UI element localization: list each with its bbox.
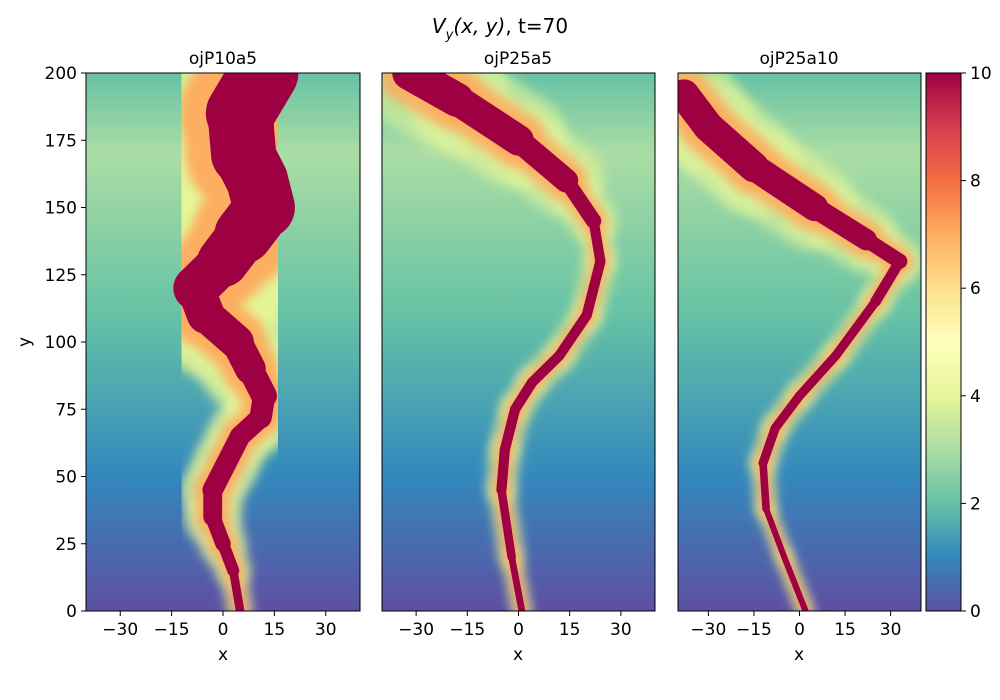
y-tick-label: 125: [45, 266, 77, 286]
title-time: , t=70: [505, 14, 568, 38]
jet-core-segment: [228, 566, 245, 611]
y-tick-label: 75: [55, 400, 77, 420]
jet-core-segment: [781, 554, 809, 611]
panel-title-2: ojP25a5: [484, 49, 552, 69]
jet-core-segment: [870, 255, 906, 307]
x-tick-label: 0: [218, 620, 229, 640]
panel-title-3: ojP25a10: [759, 49, 838, 69]
jet-core-segment: [831, 297, 880, 361]
jet-core-segment: [499, 404, 521, 455]
y-tick-label: 25: [55, 535, 77, 555]
jet-core-segment: [758, 423, 780, 468]
colorbar: 0 2 4 6 8 10: [925, 64, 992, 622]
jet-core-segment: [554, 310, 592, 361]
title-symbol: V: [432, 14, 447, 38]
x-tick-label: −30: [398, 620, 434, 640]
panel-ojP10a5: −30 −15 0 15 30 0 25 50 75 100 125 150 175 200: [45, 64, 361, 640]
colorbar-tick-label: 4: [970, 387, 981, 407]
jet-core-segment: [770, 391, 805, 433]
colorbar-gradient: [925, 72, 962, 612]
title-args: (x, y): [453, 14, 505, 38]
heatmap-field: [382, 73, 655, 611]
y-tick-label: 50: [55, 468, 77, 488]
jet-core-segment: [508, 553, 526, 611]
y-tick-label: 100: [45, 333, 77, 353]
x-tick-label: 0: [513, 620, 524, 640]
jet-core-segment: [581, 256, 606, 321]
jet-core-segment: [205, 73, 299, 148]
x-axis-label-3: x: [794, 645, 804, 665]
panel-ojP25a10: −30 −15 0 15 30: [677, 72, 922, 640]
jet-core-segment: [497, 485, 516, 562]
y-tick-label: 175: [45, 131, 77, 151]
y-axis-label: y: [15, 337, 35, 347]
colorbar-tick-label: 8: [970, 172, 981, 192]
x-tick-label: 30: [610, 620, 632, 640]
x-tick-label: 30: [315, 620, 337, 640]
jet-core: [173, 73, 299, 611]
x-tick-label: 15: [264, 620, 286, 640]
heatmap-field: [86, 73, 360, 611]
x-axis-label-1: x: [218, 645, 228, 665]
x-tick-label: −15: [154, 620, 190, 640]
jet-core-segment: [763, 505, 788, 561]
jet-core: [678, 79, 908, 611]
y-tick-label: 200: [45, 64, 77, 84]
x-tick-label: 15: [834, 620, 856, 640]
jet-core-segment: [678, 79, 724, 143]
jet-core-segment: [759, 459, 770, 513]
title-subscript: y: [445, 28, 454, 43]
x-axis-label-2: x: [513, 645, 523, 665]
figure-title: Vy(x, y), t=70: [432, 14, 568, 43]
jet-core-segment: [509, 377, 538, 415]
panel-title-1: ojP10a5: [189, 49, 257, 69]
jet-core-segment: [496, 444, 510, 496]
jet-core-segment: [392, 73, 475, 117]
colorbar-tick-label: 0: [970, 602, 981, 622]
heatmap-field: [678, 73, 921, 611]
jet-core: [392, 73, 606, 611]
x-tick-label: 30: [880, 620, 902, 640]
colorbar-tick-label: 10: [970, 64, 992, 84]
x-tick-label: −30: [102, 620, 138, 640]
colorbar-tick-label: 2: [970, 494, 981, 514]
x-tick-label: −30: [690, 620, 726, 640]
panel-ojP25a5: −30 −15 0 15 30: [381, 72, 656, 640]
jet-core-segment: [794, 350, 841, 401]
y-tick-label: 150: [45, 199, 77, 219]
jet-core-segment: [527, 350, 565, 388]
y-tick-label: 0: [66, 602, 77, 622]
x-tick-label: 0: [794, 620, 805, 640]
x-tick-label: −15: [736, 620, 772, 640]
x-tick-label: 15: [559, 620, 581, 640]
x-tick-label: −15: [449, 620, 485, 640]
colorbar-tick-label: 6: [970, 279, 981, 299]
